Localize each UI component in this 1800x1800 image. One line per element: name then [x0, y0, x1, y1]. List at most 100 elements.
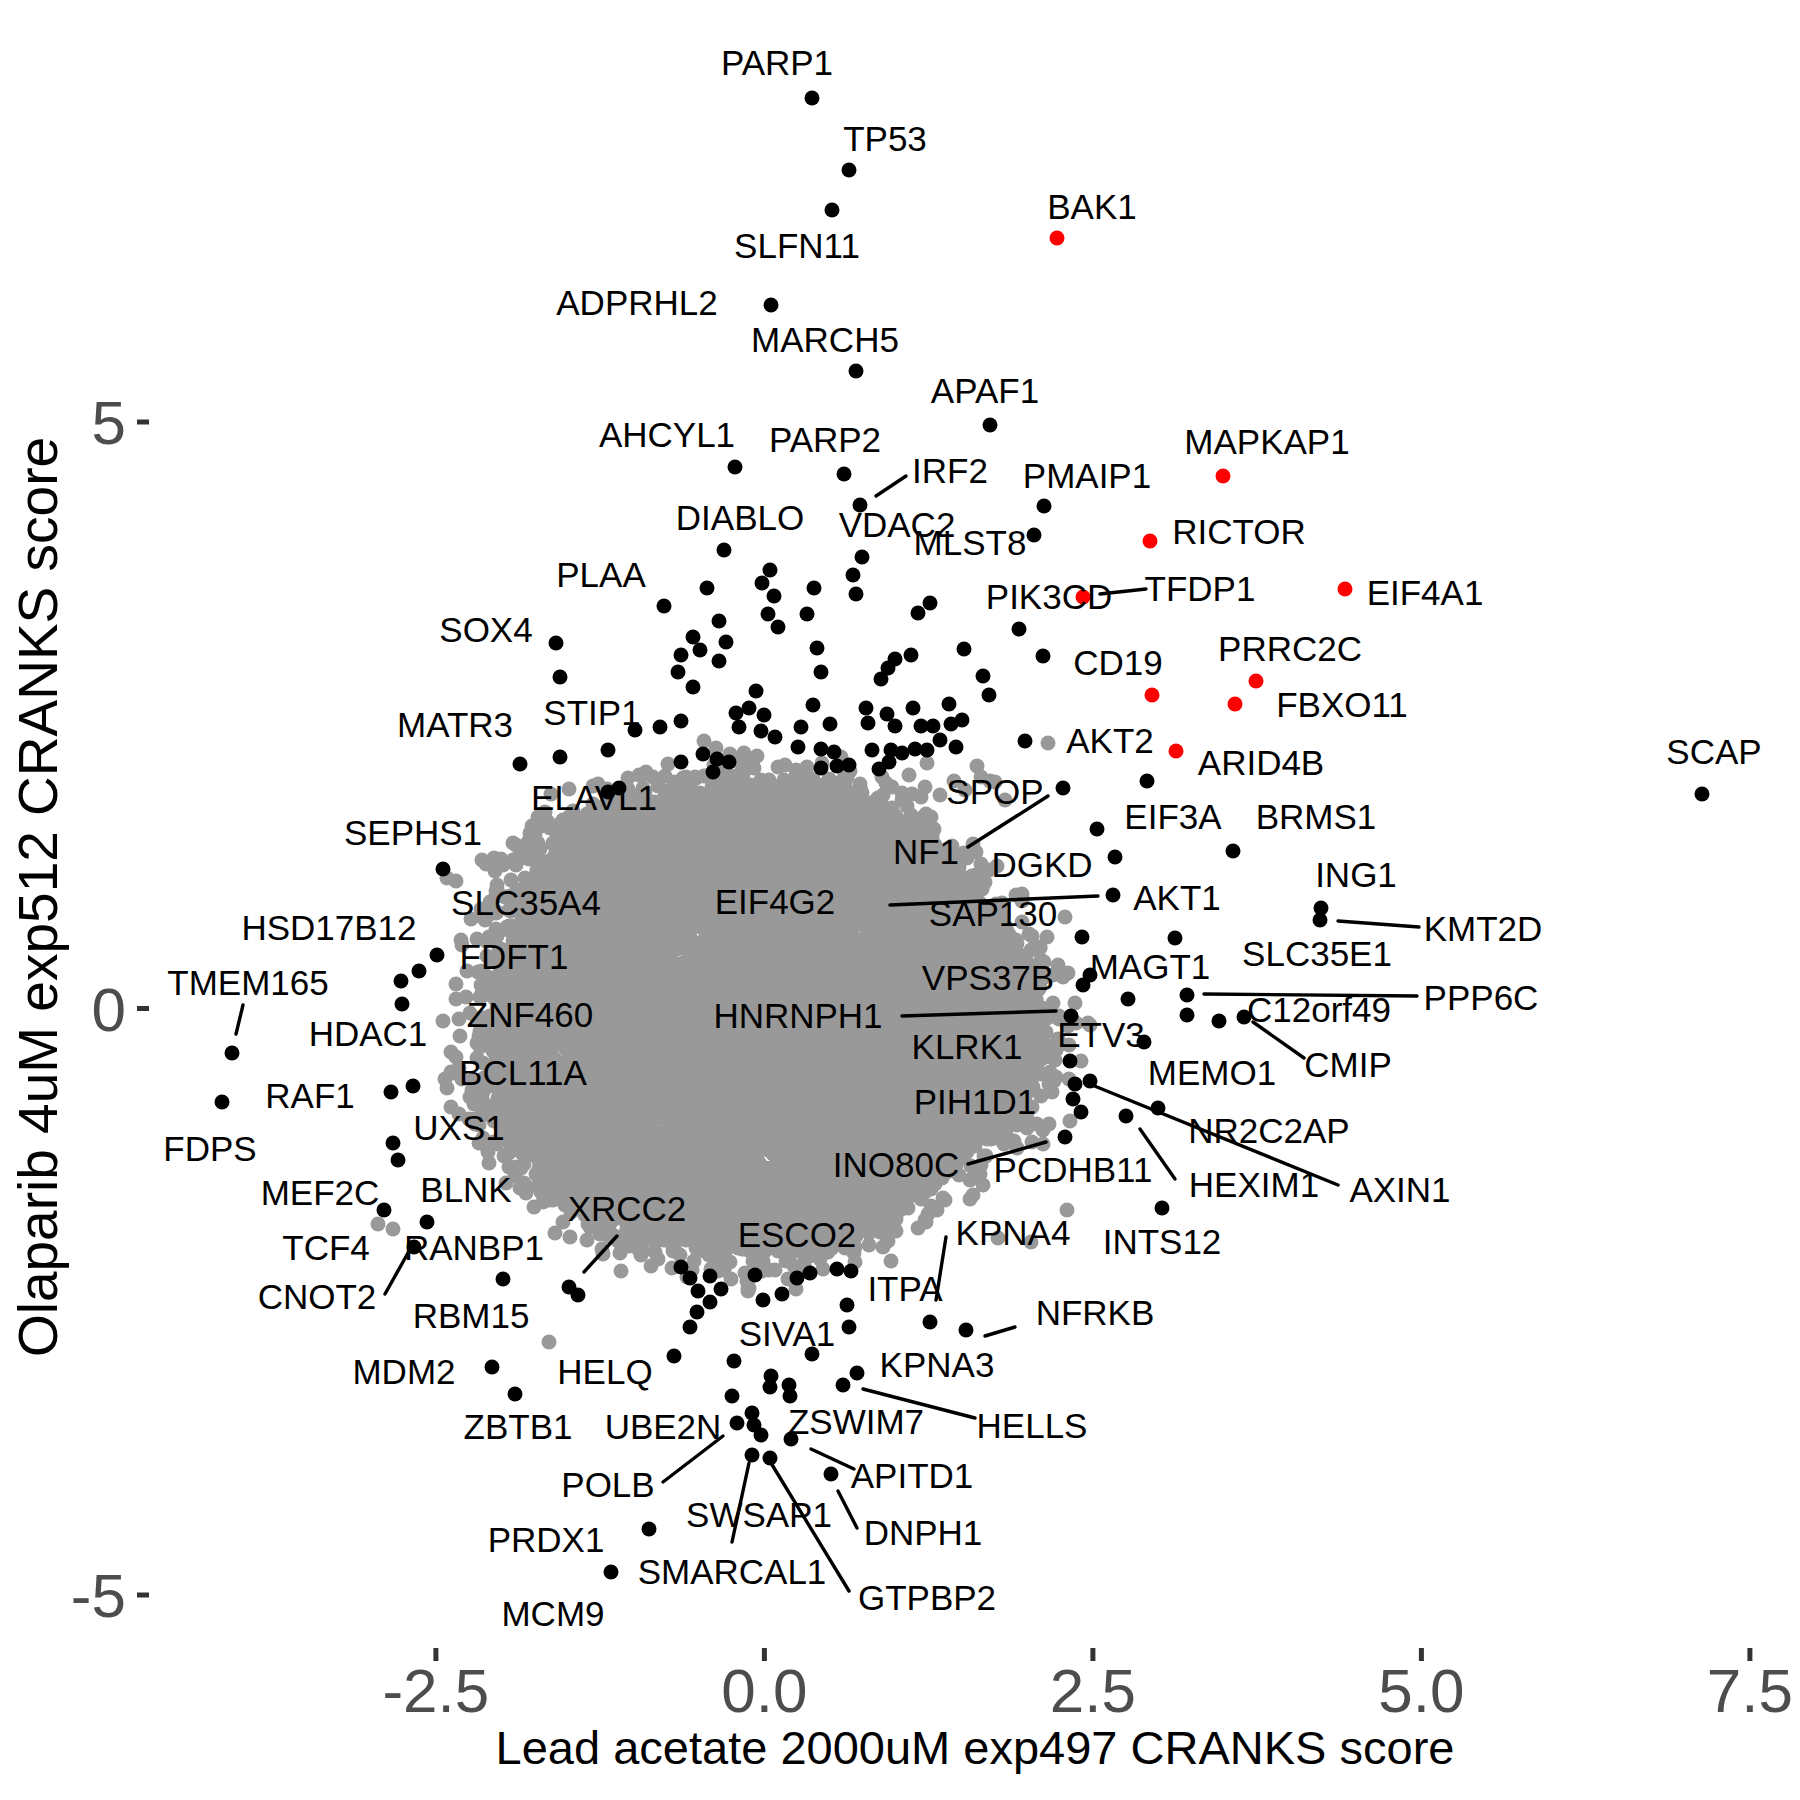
svg-text:AKT1: AKT1 — [1133, 878, 1221, 917]
svg-text:7.5: 7.5 — [1707, 1656, 1793, 1725]
svg-text:EIF3A: EIF3A — [1124, 797, 1222, 836]
svg-text:CNOT2: CNOT2 — [258, 1277, 377, 1316]
svg-text:ARID4B: ARID4B — [1198, 743, 1324, 782]
svg-text:SLC35A4: SLC35A4 — [451, 883, 601, 922]
svg-text:MLST8: MLST8 — [914, 523, 1027, 562]
svg-text:KMT2D: KMT2D — [1424, 909, 1543, 948]
svg-text:SWSAP1: SWSAP1 — [686, 1495, 832, 1534]
svg-text:MEMO1: MEMO1 — [1148, 1053, 1276, 1092]
svg-text:UXS1: UXS1 — [413, 1108, 504, 1147]
svg-text:TMEM165: TMEM165 — [167, 963, 328, 1002]
svg-text:INO80C: INO80C — [833, 1145, 959, 1184]
svg-text:ELAVL1: ELAVL1 — [531, 778, 657, 817]
svg-text:AHCYL1: AHCYL1 — [599, 415, 735, 454]
svg-text:KPNA3: KPNA3 — [880, 1345, 995, 1384]
svg-text:ETV3: ETV3 — [1057, 1015, 1145, 1054]
svg-text:0.0: 0.0 — [721, 1656, 807, 1725]
svg-text:HSD17B12: HSD17B12 — [241, 908, 416, 947]
svg-text:ITPA: ITPA — [867, 1269, 943, 1308]
svg-text:PMAIP1: PMAIP1 — [1023, 456, 1151, 495]
svg-text:FBXO11: FBXO11 — [1276, 685, 1408, 724]
svg-text:SEPHS1: SEPHS1 — [344, 813, 482, 852]
svg-text:DIABLO: DIABLO — [676, 498, 804, 537]
svg-text:SAP130: SAP130 — [929, 894, 1057, 933]
svg-text:NR2C2AP: NR2C2AP — [1188, 1111, 1349, 1150]
svg-text:STIP1: STIP1 — [543, 693, 640, 732]
svg-text:Lead acetate 2000uM exp497 CRA: Lead acetate 2000uM exp497 CRANKS score — [496, 1721, 1455, 1774]
svg-text:TP53: TP53 — [843, 119, 927, 158]
svg-text:0: 0 — [92, 975, 126, 1044]
svg-text:ESCO2: ESCO2 — [738, 1215, 857, 1254]
svg-text:ING1: ING1 — [1315, 855, 1397, 894]
svg-text:EIF4G2: EIF4G2 — [715, 882, 836, 921]
svg-text:VPS37B: VPS37B — [922, 958, 1054, 997]
svg-text:XRCC2: XRCC2 — [568, 1189, 687, 1228]
svg-text:BAK1: BAK1 — [1047, 187, 1137, 226]
svg-text:GTPBP2: GTPBP2 — [858, 1578, 996, 1617]
svg-text:5: 5 — [92, 388, 126, 457]
svg-text:PLAA: PLAA — [556, 555, 646, 594]
svg-text:C12orf49: C12orf49 — [1247, 990, 1391, 1029]
svg-text:DNPH1: DNPH1 — [864, 1513, 983, 1552]
svg-text:MAPKAP1: MAPKAP1 — [1184, 422, 1349, 461]
svg-text:TCF4: TCF4 — [282, 1228, 370, 1267]
svg-text:DGKD: DGKD — [991, 845, 1092, 884]
svg-text:PIK3CD: PIK3CD — [986, 577, 1112, 616]
svg-text:RANBP1: RANBP1 — [404, 1228, 544, 1267]
svg-text:MARCH5: MARCH5 — [751, 320, 899, 359]
svg-text:SLC35E1: SLC35E1 — [1242, 934, 1392, 973]
svg-text:2.5: 2.5 — [1050, 1656, 1136, 1725]
svg-text:5.0: 5.0 — [1378, 1656, 1464, 1725]
svg-text:MAGT1: MAGT1 — [1090, 947, 1211, 986]
svg-text:FDFT1: FDFT1 — [460, 937, 569, 976]
svg-text:HNRNPH1: HNRNPH1 — [713, 996, 882, 1035]
svg-text:APITD1: APITD1 — [851, 1456, 974, 1495]
svg-text:PRRC2C: PRRC2C — [1218, 629, 1362, 668]
svg-text:ADPRHL2: ADPRHL2 — [556, 283, 717, 322]
svg-text:INTS12: INTS12 — [1103, 1222, 1222, 1261]
svg-text:PPP6C: PPP6C — [1424, 978, 1539, 1017]
svg-text:BCL11A: BCL11A — [459, 1053, 587, 1092]
svg-text:RBM15: RBM15 — [413, 1296, 530, 1335]
svg-text:-2.5: -2.5 — [382, 1656, 489, 1725]
svg-text:APAF1: APAF1 — [931, 371, 1039, 410]
svg-text:SOX4: SOX4 — [439, 610, 532, 649]
svg-text:PCDHB11: PCDHB11 — [994, 1150, 1153, 1189]
svg-text:EIF4A1: EIF4A1 — [1367, 573, 1484, 612]
svg-text:ZNF460: ZNF460 — [467, 995, 593, 1034]
svg-text:MCM9: MCM9 — [501, 1594, 604, 1633]
svg-text:POLB: POLB — [561, 1465, 654, 1504]
svg-text:TFDP1: TFDP1 — [1145, 569, 1256, 608]
svg-text:MATR3: MATR3 — [397, 705, 513, 744]
svg-text:SIVA1: SIVA1 — [739, 1314, 836, 1353]
svg-text:PIH1D1: PIH1D1 — [914, 1082, 1037, 1121]
svg-text:NFRKB: NFRKB — [1036, 1293, 1155, 1332]
svg-text:-5: -5 — [71, 1561, 126, 1630]
svg-text:AXIN1: AXIN1 — [1349, 1170, 1450, 1209]
svg-text:SCAP: SCAP — [1666, 732, 1761, 771]
svg-text:HEXIM1: HEXIM1 — [1189, 1165, 1319, 1204]
svg-text:MEF2C: MEF2C — [261, 1173, 380, 1212]
svg-text:BLNK: BLNK — [420, 1170, 511, 1209]
svg-text:BRMS1: BRMS1 — [1256, 797, 1377, 836]
svg-text:RICTOR: RICTOR — [1172, 512, 1306, 551]
svg-text:HDAC1: HDAC1 — [309, 1014, 428, 1053]
svg-text:SMARCAL1: SMARCAL1 — [638, 1552, 827, 1591]
svg-text:HELQ: HELQ — [557, 1352, 652, 1391]
svg-text:RAF1: RAF1 — [265, 1076, 354, 1115]
svg-text:PRDX1: PRDX1 — [488, 1520, 605, 1559]
svg-text:ZSWIM7: ZSWIM7 — [788, 1402, 924, 1441]
svg-text:MDM2: MDM2 — [352, 1352, 455, 1391]
svg-text:IRF2: IRF2 — [912, 451, 988, 490]
svg-text:CD19: CD19 — [1073, 643, 1162, 682]
svg-text:Olaparib 4uM exp512 CRANKS sco: Olaparib 4uM exp512 CRANKS score — [7, 437, 69, 1357]
svg-text:FDPS: FDPS — [163, 1129, 256, 1168]
svg-text:HELLS: HELLS — [977, 1406, 1088, 1445]
svg-text:SPOP: SPOP — [946, 772, 1043, 811]
svg-text:NF1: NF1 — [893, 832, 959, 871]
svg-text:UBE2N: UBE2N — [605, 1407, 722, 1446]
svg-text:CMIP: CMIP — [1304, 1045, 1392, 1084]
svg-text:PARP2: PARP2 — [769, 420, 881, 459]
svg-text:SLFN11: SLFN11 — [734, 226, 860, 265]
svg-text:KPNA4: KPNA4 — [956, 1213, 1071, 1252]
